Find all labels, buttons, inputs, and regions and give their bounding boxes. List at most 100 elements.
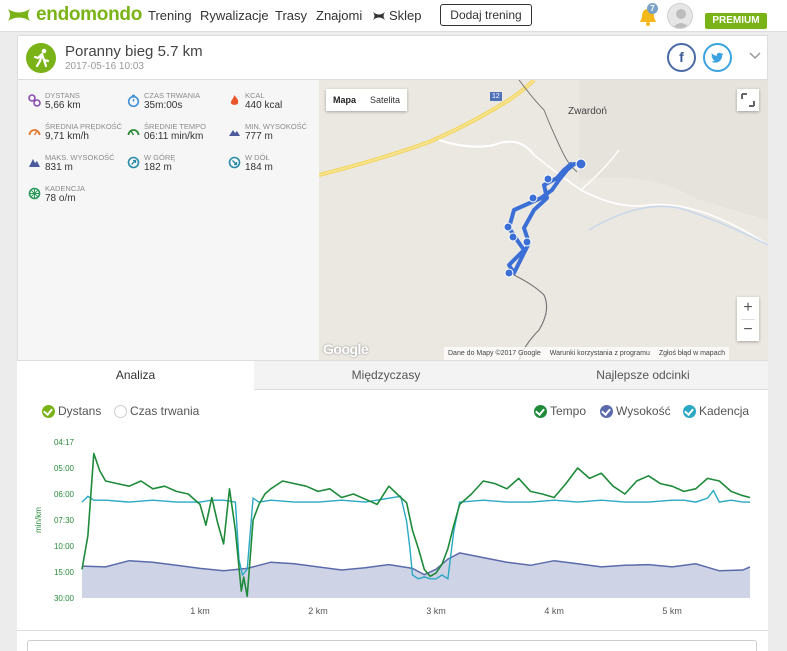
twitter-bird-icon [711,52,724,63]
google-logo: Google [323,341,369,357]
y-tick-label: 10:00 [54,542,75,551]
stat-label: ŚREDNIA PRĘDKOŚĆ [45,122,123,131]
distance-pin-icon [28,94,41,107]
workout-title: Poranny bieg 5.7 km [65,43,203,60]
legend-cadence-label: Kadencja [699,404,750,418]
stat-value: 9,71 km/h [45,131,89,142]
x-tick-label: 5 km [662,606,682,616]
tab-best-segments[interactable]: Najlepsze odcinki [596,368,690,382]
chevron-down-icon[interactable] [748,48,762,62]
map-town-label: Zwardoń [568,106,607,117]
zoom-out-button[interactable]: − [743,321,753,338]
map-attribution: Dane do Mapy ©2017 Google Warunki korzys… [444,347,729,360]
stopwatch-icon [127,94,140,107]
x-tick-label: 1 km [190,606,210,616]
nav-link-shop[interactable]: Sklep [372,8,422,23]
stat-value: 777 m [245,131,273,142]
stat-value: 06:11 min/km [144,131,204,142]
stat-value: 831 m [45,162,73,173]
stat-label: W GÓRĘ [144,153,176,162]
zoom-in-button[interactable]: + [743,299,753,316]
legend-cadence-toggle[interactable]: Kadencja [683,404,749,418]
user-silhouette-icon [672,9,690,28]
legend-distance-toggle[interactable]: Dystans [42,404,101,418]
mountain-high-icon [29,159,40,167]
stat-label: W DÓŁ [245,153,270,162]
y-tick-label: 07:30 [54,516,75,525]
pace-gauge-icon [127,129,140,136]
workout-header: Poranny bieg 5.7 km 2017-05-16 10:03 f [17,35,768,80]
stat-value: 5,66 km [45,100,81,111]
add-workout-button[interactable]: Dodaj trening [440,4,532,26]
user-avatar[interactable] [667,3,693,29]
descent-icon [228,156,241,169]
map-data-credit: Dane do Mapy ©2017 Google [448,350,541,357]
stat-value: 440 kcal [245,100,283,111]
route-map[interactable]: 12 Zwardoń Mapa Satelita + − Google Dane… [319,80,768,361]
map-type-map-button[interactable]: Mapa [333,95,357,105]
map-type-satellite-button[interactable]: Satelita [370,95,401,105]
x-tick-label: 2 km [308,606,328,616]
cadence-line [81,489,750,580]
analysis-chart-panel: Dystans Czas trwania Tempo Wysokość Kade… [17,390,768,630]
checkbox-checked-icon [600,404,613,418]
map-fullscreen-button[interactable] [737,89,759,111]
map-terms-link[interactable]: Warunki korzystania z programu [549,350,650,357]
under-armour-icon [373,11,385,20]
flame-icon [230,95,239,105]
altitude-line [81,552,751,576]
zoom-divider [741,319,755,320]
workout-stats-panel: DYSTANS 5,66 km CZAS TRWANIA 35m:00s KCA… [17,80,319,361]
legend-tempo-label: Tempo [550,404,587,418]
premium-button[interactable]: PREMIUM [705,13,767,29]
runner-icon [33,48,50,68]
checkbox-checked-icon [683,404,696,418]
comment-input[interactable] [27,640,757,651]
y-tick-label: 06:00 [54,490,75,499]
checkbox-checked-icon [534,404,547,418]
checkbox-unchecked-icon [114,404,127,418]
tab-splits[interactable]: Międzyczasy [351,368,421,382]
stat-label: MIN. WYSOKOŚĆ [245,122,308,131]
endomondo-logo[interactable]: endomondo [6,4,142,26]
y-tick-label: 15:00 [54,568,75,577]
checkbox-checked-icon [42,404,55,418]
pace-chart[interactable]: 04:17 05:00 06:00 07:30 10:00 15:00 30:00 1 km… [17,430,768,620]
tempo-line [81,452,751,598]
legend-altitude-toggle[interactable]: Wysokość [600,404,671,418]
workout-date: 2017-05-16 10:03 [65,61,144,72]
nav-link-training[interactable]: Trening [148,8,192,23]
analysis-tabs: Analiza Międzyczasy Najlepsze odcinki [17,361,768,390]
tab-analysis[interactable]: Analiza [17,361,254,390]
stat-value: 184 m [245,162,273,173]
notification-count-badge: 7 [647,3,658,14]
top-navbar: endomondo Trening Rywalizacje Trasy Znaj… [0,0,787,32]
map-zoom-control: + − [737,297,759,341]
x-tick-label: 4 km [544,606,564,616]
mountain-low-icon [229,130,240,136]
speedometer-icon [28,129,41,136]
legend-duration-toggle[interactable]: Czas trwania [114,404,199,418]
nav-link-routes[interactable]: Trasy [275,8,308,23]
fullscreen-icon [741,93,755,107]
legend-duration-label: Czas trwania [130,404,200,418]
map-canvas [319,80,768,360]
nav-link-friends[interactable]: Znajomi [316,8,363,23]
ascent-icon [127,156,140,169]
twitter-share-button[interactable] [703,43,732,72]
legend-tempo-toggle[interactable]: Tempo [534,404,586,418]
y-tick-label: 30:00 [54,594,75,603]
y-tick-label: 05:00 [54,464,75,473]
cadence-icon [28,187,41,200]
stat-label: KADENCJA [45,184,86,193]
comment-section [17,630,768,651]
nav-link-challenges[interactable]: Rywalizacje [200,8,269,23]
map-report-error-link[interactable]: Zgłoś błąd w mapach [658,350,725,357]
facebook-share-button[interactable]: f [667,43,696,72]
road-number-badge: 12 [490,92,502,101]
stat-value: 182 m [144,162,172,173]
stat-value: 78 o/m [45,193,76,204]
y-tick-label: 04:17 [54,438,75,447]
running-sport-icon [26,43,56,73]
stat-label: DYSTANS [45,91,80,100]
